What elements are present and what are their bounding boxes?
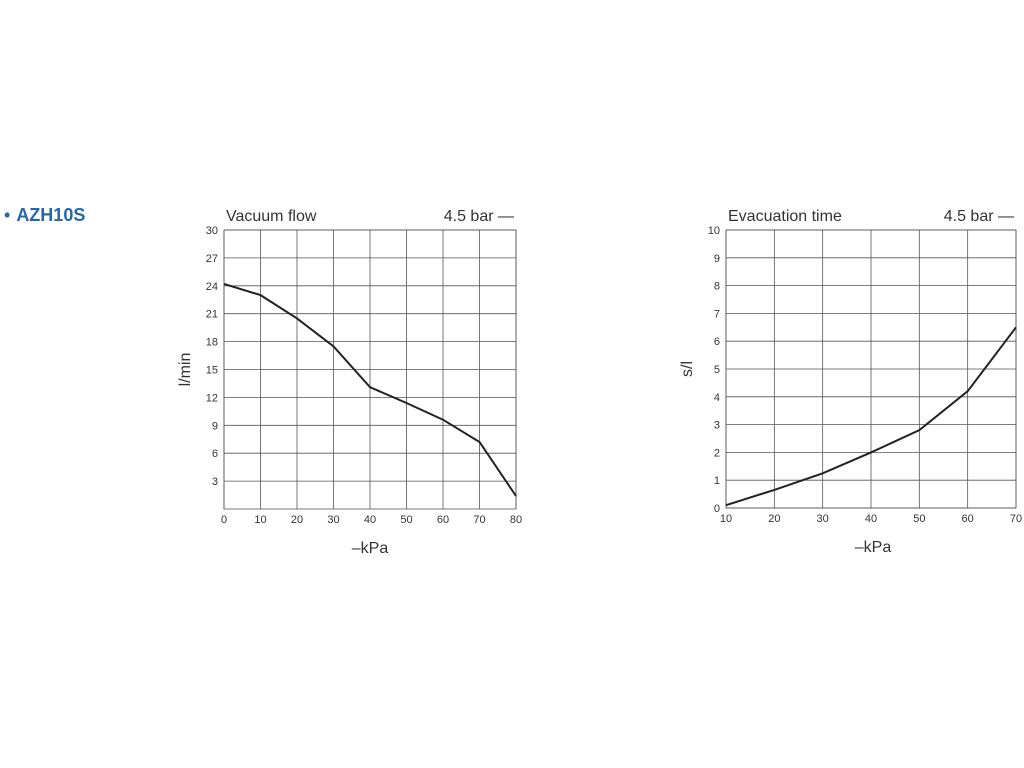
chart-1-y-tick-label: 24 xyxy=(206,281,218,293)
chart-1-y-tick-label: 12 xyxy=(206,392,218,404)
chart-1-y-tick-label: 21 xyxy=(206,309,218,321)
chart-2-y-tick-label: 6 xyxy=(714,336,720,348)
chart-1-y-tick-label: 3 xyxy=(212,476,218,488)
chart-2-x-tick-label: 30 xyxy=(817,513,829,525)
chart-1-x-tick-label: 20 xyxy=(291,514,303,526)
chart-2-x-tick-label: 10 xyxy=(720,513,732,525)
chart-1-x-tick-label: 80 xyxy=(510,514,522,526)
chart-2-y-tick-label: 2 xyxy=(714,447,720,459)
chart-1-y-tick-label: 6 xyxy=(212,448,218,460)
chart-2-x-tick-label: 20 xyxy=(768,513,780,525)
chart-1-x-axis-title: –kPa xyxy=(352,540,389,557)
chart-1-y-tick-label: 15 xyxy=(206,365,218,377)
product-name: AZH10S xyxy=(16,205,86,225)
chart-2-y-tick-label: 7 xyxy=(714,308,720,320)
chart-2-y-tick-label: 8 xyxy=(714,281,720,293)
chart-2-x-axis-title: –kPa xyxy=(855,539,892,556)
chart-2-y-tick-label: 0 xyxy=(714,503,720,515)
chart-1-y-tick-label: 27 xyxy=(206,253,218,265)
chart-2-y-tick-label: 3 xyxy=(714,420,720,432)
chart-1-x-tick-label: 30 xyxy=(327,514,339,526)
product-label: • AZH10S xyxy=(4,205,85,226)
chart-2-x-tick-label: 50 xyxy=(913,513,925,525)
chart-2-y-tick-label: 1 xyxy=(714,475,720,487)
chart-1-x-tick-label: 10 xyxy=(254,514,266,526)
chart-2-y-tick-label: 9 xyxy=(714,253,720,265)
chart-1-legend: 4.5 bar — xyxy=(444,208,514,225)
chart-1-x-tick-label: 0 xyxy=(221,514,227,526)
chart-1-y-tick-label: 9 xyxy=(212,420,218,432)
chart-2-series-line xyxy=(725,326,1017,507)
chart-2-x-tick-label: 70 xyxy=(1010,513,1022,525)
chart-2-plot-frame xyxy=(725,229,1017,509)
bullet-marker: • xyxy=(4,205,11,225)
chart-2-legend: 4.5 bar — xyxy=(944,208,1014,225)
chart-1-plot-frame xyxy=(223,229,517,510)
chart-2-title: Evacuation time xyxy=(728,208,842,225)
chart-1-y-axis-title: l/min xyxy=(177,353,194,387)
chart-1-x-tick-label: 50 xyxy=(400,514,412,526)
chart-1-y-tick-label: 18 xyxy=(206,337,218,349)
chart-2-x-tick-label: 60 xyxy=(962,513,974,525)
chart-1-x-tick-label: 40 xyxy=(364,514,376,526)
chart-2-x-tick-label: 40 xyxy=(865,513,877,525)
chart-2-y-tick-label: 4 xyxy=(714,392,720,404)
chart-2-y-tick-label: 10 xyxy=(708,225,720,237)
chart-1-title: Vacuum flow xyxy=(226,208,317,225)
chart-2-y-tick-label: 5 xyxy=(714,364,720,376)
chart-1-x-tick-label: 70 xyxy=(473,514,485,526)
chart-1-y-tick-label: 30 xyxy=(206,225,218,237)
chart-1-x-tick-label: 60 xyxy=(437,514,449,526)
chart-1-series-line xyxy=(223,282,517,497)
chart-2-y-axis-title: s/l xyxy=(679,361,696,377)
